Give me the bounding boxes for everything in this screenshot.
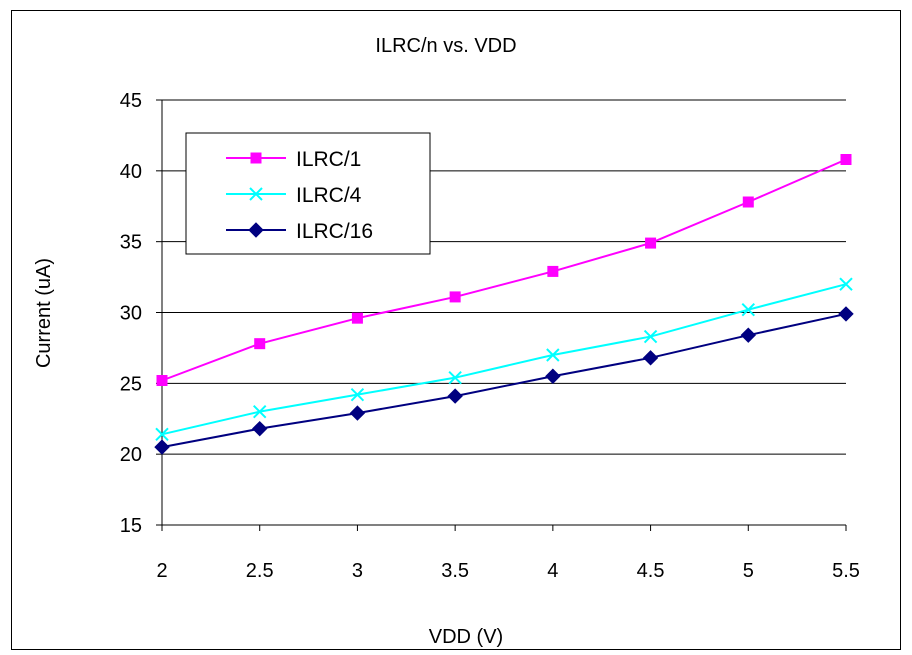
data-point-stroke: [249, 187, 263, 201]
y-tick-label: 15: [120, 515, 142, 537]
legend-item: ILRC/1: [226, 148, 361, 171]
x-tick-label: 2: [156, 560, 167, 582]
series-line: [161, 312, 847, 449]
data-point: [250, 152, 262, 164]
data-point: [449, 291, 461, 303]
x-tick-label: 3.5: [441, 560, 469, 582]
series: [154, 154, 854, 455]
series-ilrc-16: [154, 306, 854, 455]
y-axis-label: Current (uA): [33, 258, 55, 368]
data-point: [349, 405, 366, 421]
series-ilrc-1: [156, 154, 852, 386]
data-point: [742, 196, 754, 208]
data-point: [154, 439, 170, 455]
legend: ILRC/1 ILRC/4 ILRC/16: [185, 132, 431, 255]
data-point: [447, 388, 463, 404]
data-point: [252, 420, 268, 437]
data-point: [840, 154, 852, 165]
x-tick-label: 3: [352, 560, 363, 582]
legend-label: ILRC/16: [296, 220, 373, 243]
x-tick-label: 4.5: [637, 560, 665, 582]
x-axis-label: VDD (V): [429, 626, 503, 648]
chart-frame: [11, 10, 901, 650]
x-tick-label: 4: [547, 560, 558, 582]
series-ilrc-4: [155, 277, 853, 442]
data-point: [249, 187, 263, 201]
data-point-stroke: [253, 404, 267, 419]
data-point: [642, 350, 659, 366]
data-point: [253, 404, 267, 419]
data-point: [740, 327, 756, 343]
data-point: [838, 306, 854, 322]
data-point-stroke: [643, 329, 658, 344]
x-tick-label: 5.5: [832, 560, 860, 582]
data-point-stroke: [350, 387, 365, 402]
x-tick-label: 5: [743, 560, 754, 582]
axes: 15 20 25 30 35 40 45 2 2.5 3 3.5 4 4.5 5 5.5: [120, 90, 860, 582]
y-tick-label: 25: [120, 373, 142, 395]
y-tick-label: 35: [120, 232, 142, 254]
data-point: [448, 370, 462, 385]
data-point-stroke: [839, 277, 853, 291]
data-point: [547, 265, 559, 277]
data-point: [351, 312, 363, 324]
y-tick-label: 30: [120, 303, 142, 325]
data-point-stroke: [155, 427, 169, 442]
data-point-stroke: [448, 370, 462, 385]
data-point: [156, 375, 168, 386]
data-point: [839, 277, 853, 291]
legend-label: ILRC/4: [296, 184, 362, 207]
y-tick-label: 20: [120, 444, 142, 466]
y-tick-label: 45: [120, 90, 142, 112]
legend-label: ILRC/1: [296, 148, 361, 171]
data-point: [643, 329, 658, 344]
data-point: [645, 237, 657, 249]
data-point: [248, 222, 264, 238]
data-point: [350, 387, 365, 402]
chart-title: ILRC/n vs. VDD: [375, 35, 516, 57]
data-point: [741, 302, 755, 317]
series-line: [161, 283, 847, 436]
data-point-stroke: [741, 302, 755, 317]
data-point: [155, 427, 169, 442]
legend-item: ILRC/16: [226, 220, 373, 243]
series-line: [161, 158, 847, 382]
data-point: [254, 338, 266, 350]
data-point-stroke: [546, 348, 560, 362]
legend-item: ILRC/4: [226, 184, 362, 207]
data-point: [546, 348, 560, 362]
y-tick-label: 40: [120, 161, 142, 183]
x-tick-label: 2.5: [246, 560, 274, 582]
data-point: [545, 368, 561, 384]
